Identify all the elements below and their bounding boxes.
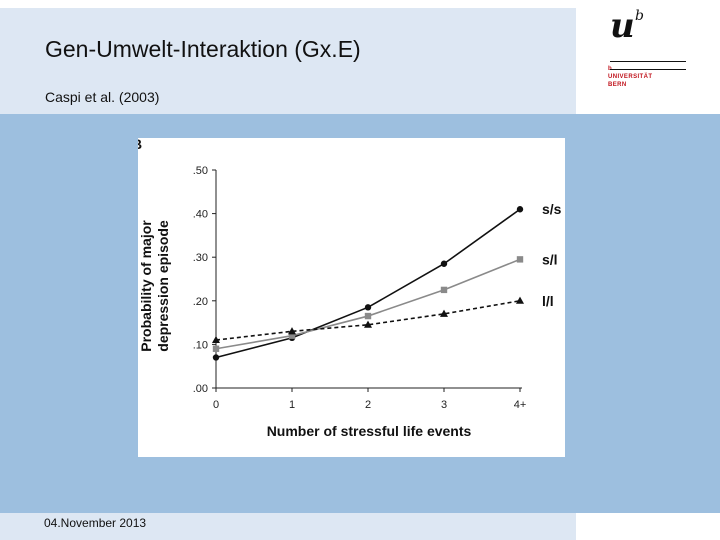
data-point-s-l xyxy=(288,332,296,339)
chart-ticks: .00 .10 .20 .30 .40 .50 0 1 2 3 4+ xyxy=(193,165,527,411)
panel-letter: B xyxy=(138,138,142,152)
data-point-l-l xyxy=(364,320,372,328)
y-tick-label: .20 xyxy=(193,296,208,308)
data-point-s-s xyxy=(212,354,220,361)
slide-subtitle: Caspi et al. (2003) xyxy=(45,89,160,105)
data-point-s-l xyxy=(212,345,220,352)
data-point-s-l xyxy=(440,286,448,294)
x-axis-label: Number of stressful life events xyxy=(267,423,472,439)
data-point-s-s xyxy=(516,206,524,213)
slide-title: Gen-Umwelt-Interaktion (Gx.E) xyxy=(45,36,361,62)
data-point-s-l xyxy=(364,312,372,320)
logo-text-b: b xyxy=(608,66,612,73)
logo-text-universitaet: UNIVERSITÄT xyxy=(608,74,653,80)
y-axis-label-line1: Probability of major xyxy=(138,220,154,352)
university-logo: u b b UNIVERSITÄT BERN xyxy=(604,6,686,90)
series-label-s-s: s/s xyxy=(542,201,562,217)
series-label-l-l: l/l xyxy=(542,293,554,309)
x-tick-label: 3 xyxy=(441,399,447,411)
data-point-s-s xyxy=(440,260,448,267)
depression-chart: .00 .10 .20 .30 .40 .50 0 1 2 3 4+ s/s s/l l/l B Num… xyxy=(138,138,562,439)
data-point-s-l xyxy=(516,256,524,263)
chart-series: s/s s/l l/l xyxy=(212,201,562,361)
y-tick-label: .10 xyxy=(193,339,208,351)
data-point-s-s xyxy=(364,304,372,311)
x-tick-label: 1 xyxy=(289,399,295,411)
data-point-l-l xyxy=(440,309,448,317)
footer-date: 04.November 2013 xyxy=(44,516,147,530)
logo-letter-u: u xyxy=(610,6,635,46)
logo-text-bern: BERN xyxy=(608,82,627,88)
data-point-l-l xyxy=(212,335,220,344)
data-point-l-l xyxy=(516,296,524,304)
x-tick-label: 4+ xyxy=(514,399,527,411)
y-tick-label: .50 xyxy=(193,165,208,177)
x-tick-label: 2 xyxy=(365,399,371,411)
series-line-l-l xyxy=(215,300,521,341)
data-point-l-l xyxy=(288,327,296,335)
chart-axes xyxy=(215,170,522,389)
chart-panel: .00 .10 .20 .30 .40 .50 0 1 2 3 4+ s/s s/l l/l B Num… xyxy=(138,138,565,457)
x-tick-label: 0 xyxy=(213,399,219,411)
title-band xyxy=(0,8,576,114)
footer-band xyxy=(0,513,576,540)
logo-rule-bottom xyxy=(610,69,686,70)
y-tick-label: .40 xyxy=(193,209,208,221)
logo-rule-top xyxy=(610,61,686,62)
y-tick-label: .30 xyxy=(193,252,208,264)
logo-letter-b: b xyxy=(635,8,644,24)
y-tick-label: .00 xyxy=(193,383,208,395)
series-label-s-l: s/l xyxy=(542,251,558,267)
y-axis-label-line2: depression episode xyxy=(155,220,171,352)
